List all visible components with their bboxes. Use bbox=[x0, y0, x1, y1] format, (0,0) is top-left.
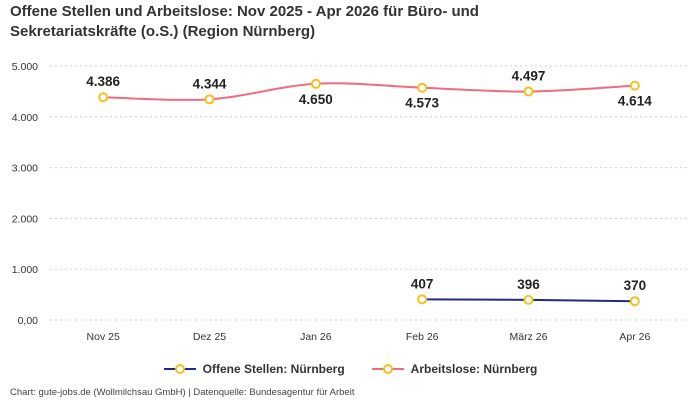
x-tick-label: März 26 bbox=[510, 331, 548, 343]
y-tick-label: 0,00 bbox=[18, 315, 39, 327]
x-tick-label: Feb 26 bbox=[406, 331, 439, 343]
data-point[interactable] bbox=[310, 78, 321, 89]
data-label: 4.497 bbox=[512, 69, 546, 84]
legend-item-offene-stellen[interactable]: Offene Stellen: Nürnberg bbox=[163, 362, 345, 376]
chart-title-line-2: Sekretariatskräfte (o.S.) (Region Nürnbe… bbox=[10, 23, 316, 40]
data-label: 370 bbox=[624, 278, 647, 293]
data-label: 4.573 bbox=[405, 96, 439, 111]
data-label: 4.614 bbox=[618, 94, 652, 109]
data-point[interactable] bbox=[523, 294, 534, 305]
y-tick-label: 3.000 bbox=[12, 163, 38, 175]
y-axis-ticks: 0,00 1.000 2.000 3.000 4.000 5.000 bbox=[12, 61, 38, 327]
data-point[interactable] bbox=[98, 92, 109, 103]
data-point[interactable] bbox=[204, 94, 215, 105]
x-tick-label: Apr 26 bbox=[619, 331, 650, 343]
data-point[interactable] bbox=[629, 80, 640, 91]
series-lines bbox=[103, 82, 635, 303]
data-labels: 407 396 370 4.386 4.344 4.650 4.573 4.497 4.614 bbox=[86, 69, 652, 294]
y-tick-label: 5.000 bbox=[12, 61, 38, 73]
series-line-1 bbox=[103, 82, 635, 101]
legend-item-arbeitslose[interactable]: Arbeitslose: Nürnberg bbox=[371, 362, 538, 376]
legend-swatch-arbeitslose bbox=[371, 364, 404, 374]
data-label: 407 bbox=[411, 276, 434, 291]
line-chart: 0,00 1.000 2.000 3.000 4.000 5.000 Nov 25 Dez … bbox=[12, 61, 688, 343]
data-label: 396 bbox=[517, 277, 540, 292]
legend-label-offene-stellen: Offene Stellen: Nürnberg bbox=[202, 362, 345, 376]
legend: Offene Stellen: Nürnberg Arbeitslose: Nü… bbox=[0, 362, 700, 376]
y-tick-label: 2.000 bbox=[12, 213, 38, 225]
data-point[interactable] bbox=[523, 86, 534, 97]
x-tick-label: Nov 25 bbox=[87, 331, 120, 343]
x-tick-label: Dez 25 bbox=[193, 331, 226, 343]
data-label: 4.386 bbox=[86, 74, 120, 89]
y-tick-label: 4.000 bbox=[12, 112, 38, 124]
data-label: 4.344 bbox=[193, 76, 227, 91]
chart-title-line-1: Offene Stellen und Arbeitslose: Nov 2025… bbox=[10, 3, 479, 20]
grid-lines bbox=[50, 65, 688, 321]
series-markers bbox=[98, 78, 640, 307]
legend-swatch-offene-stellen bbox=[163, 364, 196, 374]
data-label: 4.650 bbox=[299, 92, 333, 107]
chart-footer: Chart: gute-jobs.de (Wollmilchsau GmbH) … bbox=[10, 387, 355, 398]
chart-title: Offene Stellen und Arbeitslose: Nov 2025… bbox=[10, 2, 650, 42]
data-point[interactable] bbox=[417, 82, 428, 93]
x-tick-label: Jan 26 bbox=[300, 331, 332, 343]
legend-label-arbeitslose: Arbeitslose: Nürnberg bbox=[410, 362, 538, 376]
y-tick-label: 1.000 bbox=[12, 264, 38, 276]
data-point[interactable] bbox=[417, 294, 428, 305]
data-point[interactable] bbox=[629, 296, 640, 307]
x-axis-ticks: Nov 25 Dez 25 Jan 26 Feb 26 März 26 Apr 26 bbox=[87, 331, 651, 343]
